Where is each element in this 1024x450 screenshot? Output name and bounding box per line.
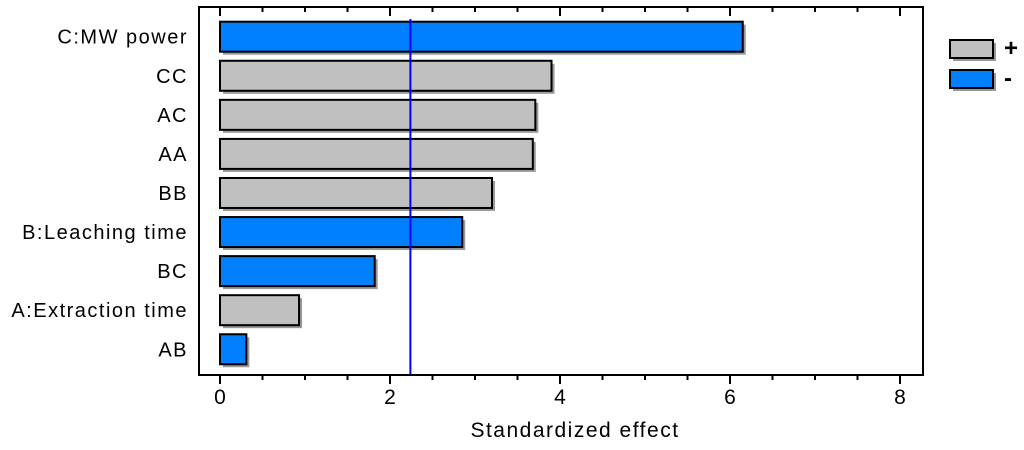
bar-ac [219,98,537,131]
bar-bc [219,255,376,288]
x-tick-label-6: 6 [724,386,736,409]
bar-a-extraction-time [219,294,301,327]
category-label-bb: BB [158,183,188,205]
x-axis-title: Standardized effect [470,419,679,442]
x-tick-label-4: 4 [554,386,566,409]
x-tick-label-2: 2 [384,386,396,409]
category-label-b-leaching-time: B:Leaching time [22,222,188,244]
bar-ab [219,333,248,366]
bar-c-mw-power [219,20,744,53]
legend-label-negative: - [1004,65,1012,92]
category-label-bc: BC [157,261,188,283]
bar-bb [219,176,493,209]
bar-cc [219,59,553,92]
category-label-aa: AA [158,144,188,166]
legend-swatch-negative [949,69,994,89]
x-tick-label-0: 0 [214,386,226,409]
category-label-c-mw-power: C:MW power [57,27,188,49]
category-label-a-extraction-time: A:Extraction time [11,300,188,322]
bar-b-leaching-time [219,216,464,249]
legend-label-positive: + [1004,35,1018,62]
x-tick-label-8: 8 [894,386,906,409]
category-label-ab: AB [158,339,188,361]
category-label-cc: CC [156,66,188,88]
category-label-ac: AC [157,105,188,127]
legend-swatch-positive [949,39,994,59]
bar-aa [219,137,534,170]
